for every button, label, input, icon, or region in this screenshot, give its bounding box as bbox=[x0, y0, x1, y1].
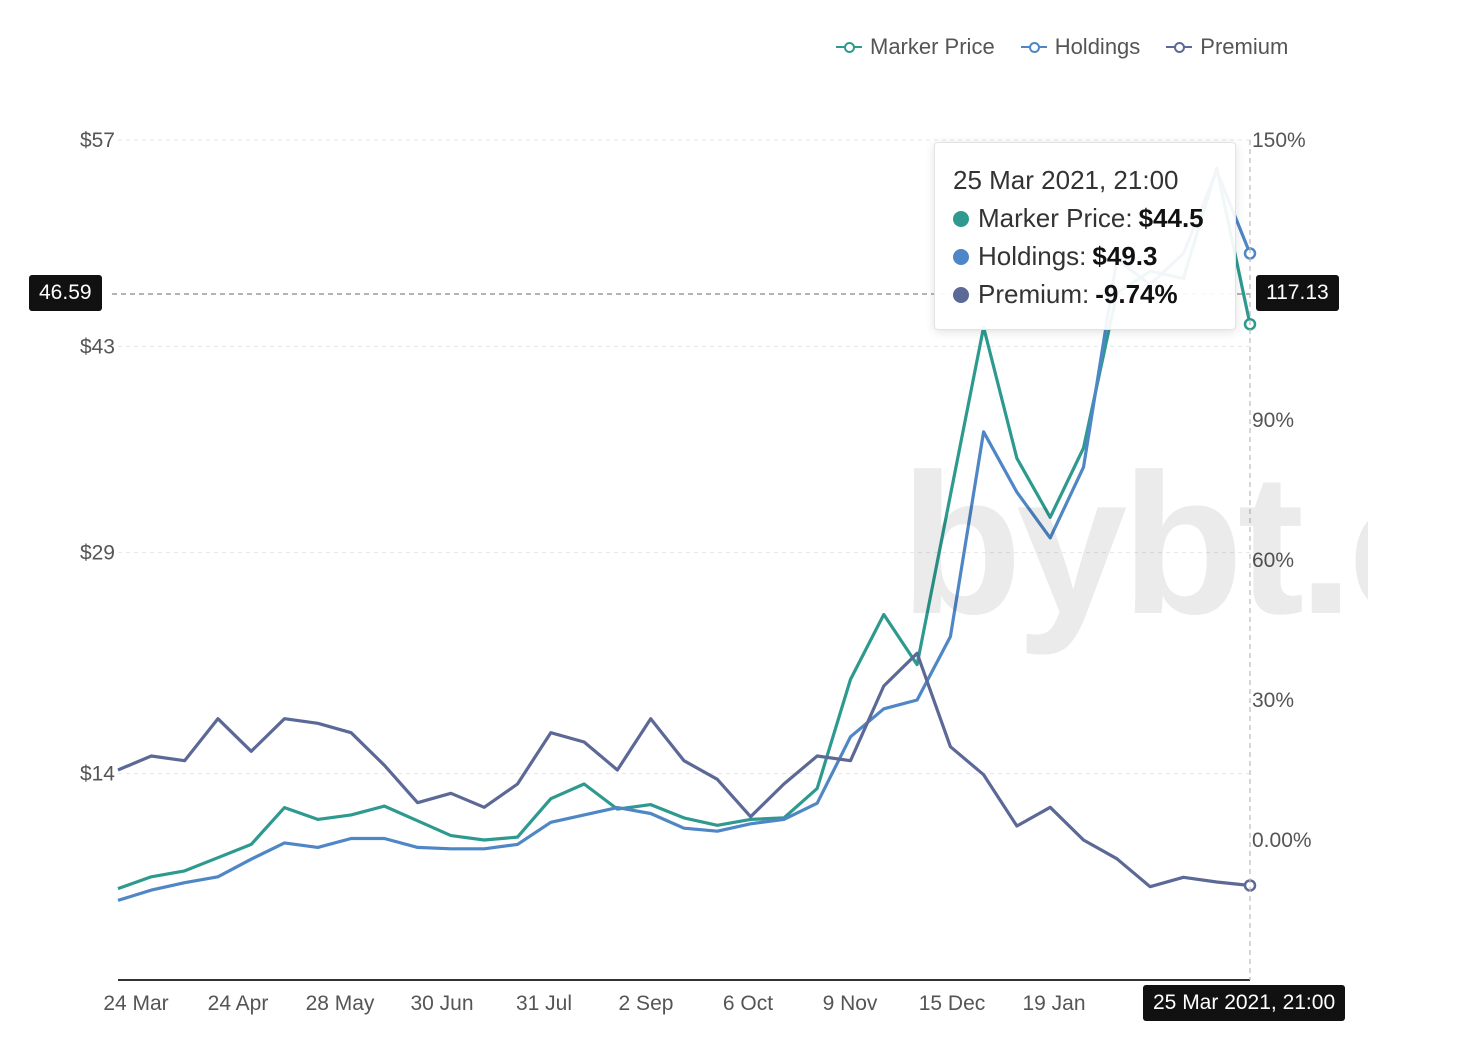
tooltip-label: Premium: bbox=[978, 279, 1090, 309]
y-axis-right: 150% 90% 60% 30% 0.00% bbox=[1252, 129, 1312, 852]
dot-icon bbox=[953, 286, 969, 303]
tooltip-label: Holdings: bbox=[978, 241, 1087, 271]
tooltip-value: $49.3 bbox=[1092, 241, 1158, 271]
x-tick-label: 15 Dec bbox=[919, 992, 986, 1015]
tooltip-value: -9.74% bbox=[1095, 279, 1178, 309]
x-tick-label: 2 Sep bbox=[619, 992, 674, 1015]
x-tick-label: 30 Jun bbox=[410, 992, 473, 1015]
y-tick-label-right: 0.00% bbox=[1252, 829, 1312, 852]
legend-item-holdings[interactable]: Holdings bbox=[1020, 34, 1141, 60]
y-tick-label-right: 30% bbox=[1252, 689, 1294, 712]
dot-icon bbox=[953, 210, 969, 227]
x-tick-label: 6 Oct bbox=[723, 992, 773, 1015]
legend-line-icon bbox=[1166, 41, 1193, 53]
legend: Marker Price Holdings Premium bbox=[836, 34, 1288, 60]
y-tick-label-left: $43 bbox=[80, 335, 115, 358]
y-axis-left: $57 $43 $29 $14 bbox=[80, 129, 115, 786]
legend-label: Premium bbox=[1200, 34, 1289, 59]
x-tick-label: 9 Nov bbox=[823, 992, 878, 1015]
x-tick-label: 28 May bbox=[306, 992, 375, 1015]
tooltip-title: 25 Mar 2021, 21:00 bbox=[953, 165, 1179, 195]
y-tick-label-left: $29 bbox=[80, 542, 115, 565]
x-axis: 24 Mar 24 Apr 28 May 30 Jun 31 Jul 2 Sep 6 Oct… bbox=[103, 979, 1250, 1015]
tooltip-row-holdings: Holdings: $49.3 bbox=[953, 241, 1157, 272]
x-tick-label: 31 Jul bbox=[516, 992, 572, 1015]
x-tick-label: 19 Jan bbox=[1022, 992, 1085, 1015]
crosshair-right-value-badge: 117.13 bbox=[1256, 275, 1339, 311]
tooltip-label: Marker Price: bbox=[978, 203, 1133, 233]
y-tick-label-left: $14 bbox=[80, 763, 115, 786]
series-lines[interactable] bbox=[117, 166, 1257, 902]
tooltip-row-premium: Premium: -9.74% bbox=[953, 279, 1178, 310]
y-tick-label-left: $57 bbox=[80, 129, 115, 152]
series-line-holdings[interactable] bbox=[117, 169, 1252, 902]
y-tick-label-right: 150% bbox=[1252, 129, 1306, 152]
dot-icon bbox=[953, 248, 969, 265]
tooltip: 25 Mar 2021, 21:00 Marker Price: $44.5 H… bbox=[934, 142, 1236, 330]
legend-line-icon bbox=[836, 41, 862, 53]
series-line-marker-price[interactable] bbox=[117, 166, 1252, 891]
legend-label: Holdings bbox=[1054, 34, 1141, 59]
x-tick-label: 24 Apr bbox=[208, 992, 269, 1015]
series-line-premium[interactable] bbox=[117, 651, 1251, 889]
watermark: bybt.c bbox=[900, 433, 1368, 656]
tooltip-row-marker-price: Marker Price: $44.5 bbox=[953, 203, 1204, 234]
crosshair-date-badge: 25 Mar 2021, 21:00 bbox=[1143, 985, 1346, 1021]
x-tick-label: 24 Mar bbox=[103, 992, 168, 1015]
legend-line-icon bbox=[1020, 41, 1047, 53]
crosshair-left-value-badge: 46.59 bbox=[29, 275, 102, 311]
y-tick-label-right: 60% bbox=[1252, 549, 1294, 572]
legend-item-marker-price[interactable]: Marker Price bbox=[836, 34, 995, 60]
legend-item-premium[interactable]: Premium bbox=[1166, 34, 1288, 60]
legend-label: Marker Price bbox=[870, 34, 995, 59]
tooltip-value: $44.5 bbox=[1138, 203, 1204, 233]
y-tick-label-right: 90% bbox=[1252, 409, 1294, 432]
